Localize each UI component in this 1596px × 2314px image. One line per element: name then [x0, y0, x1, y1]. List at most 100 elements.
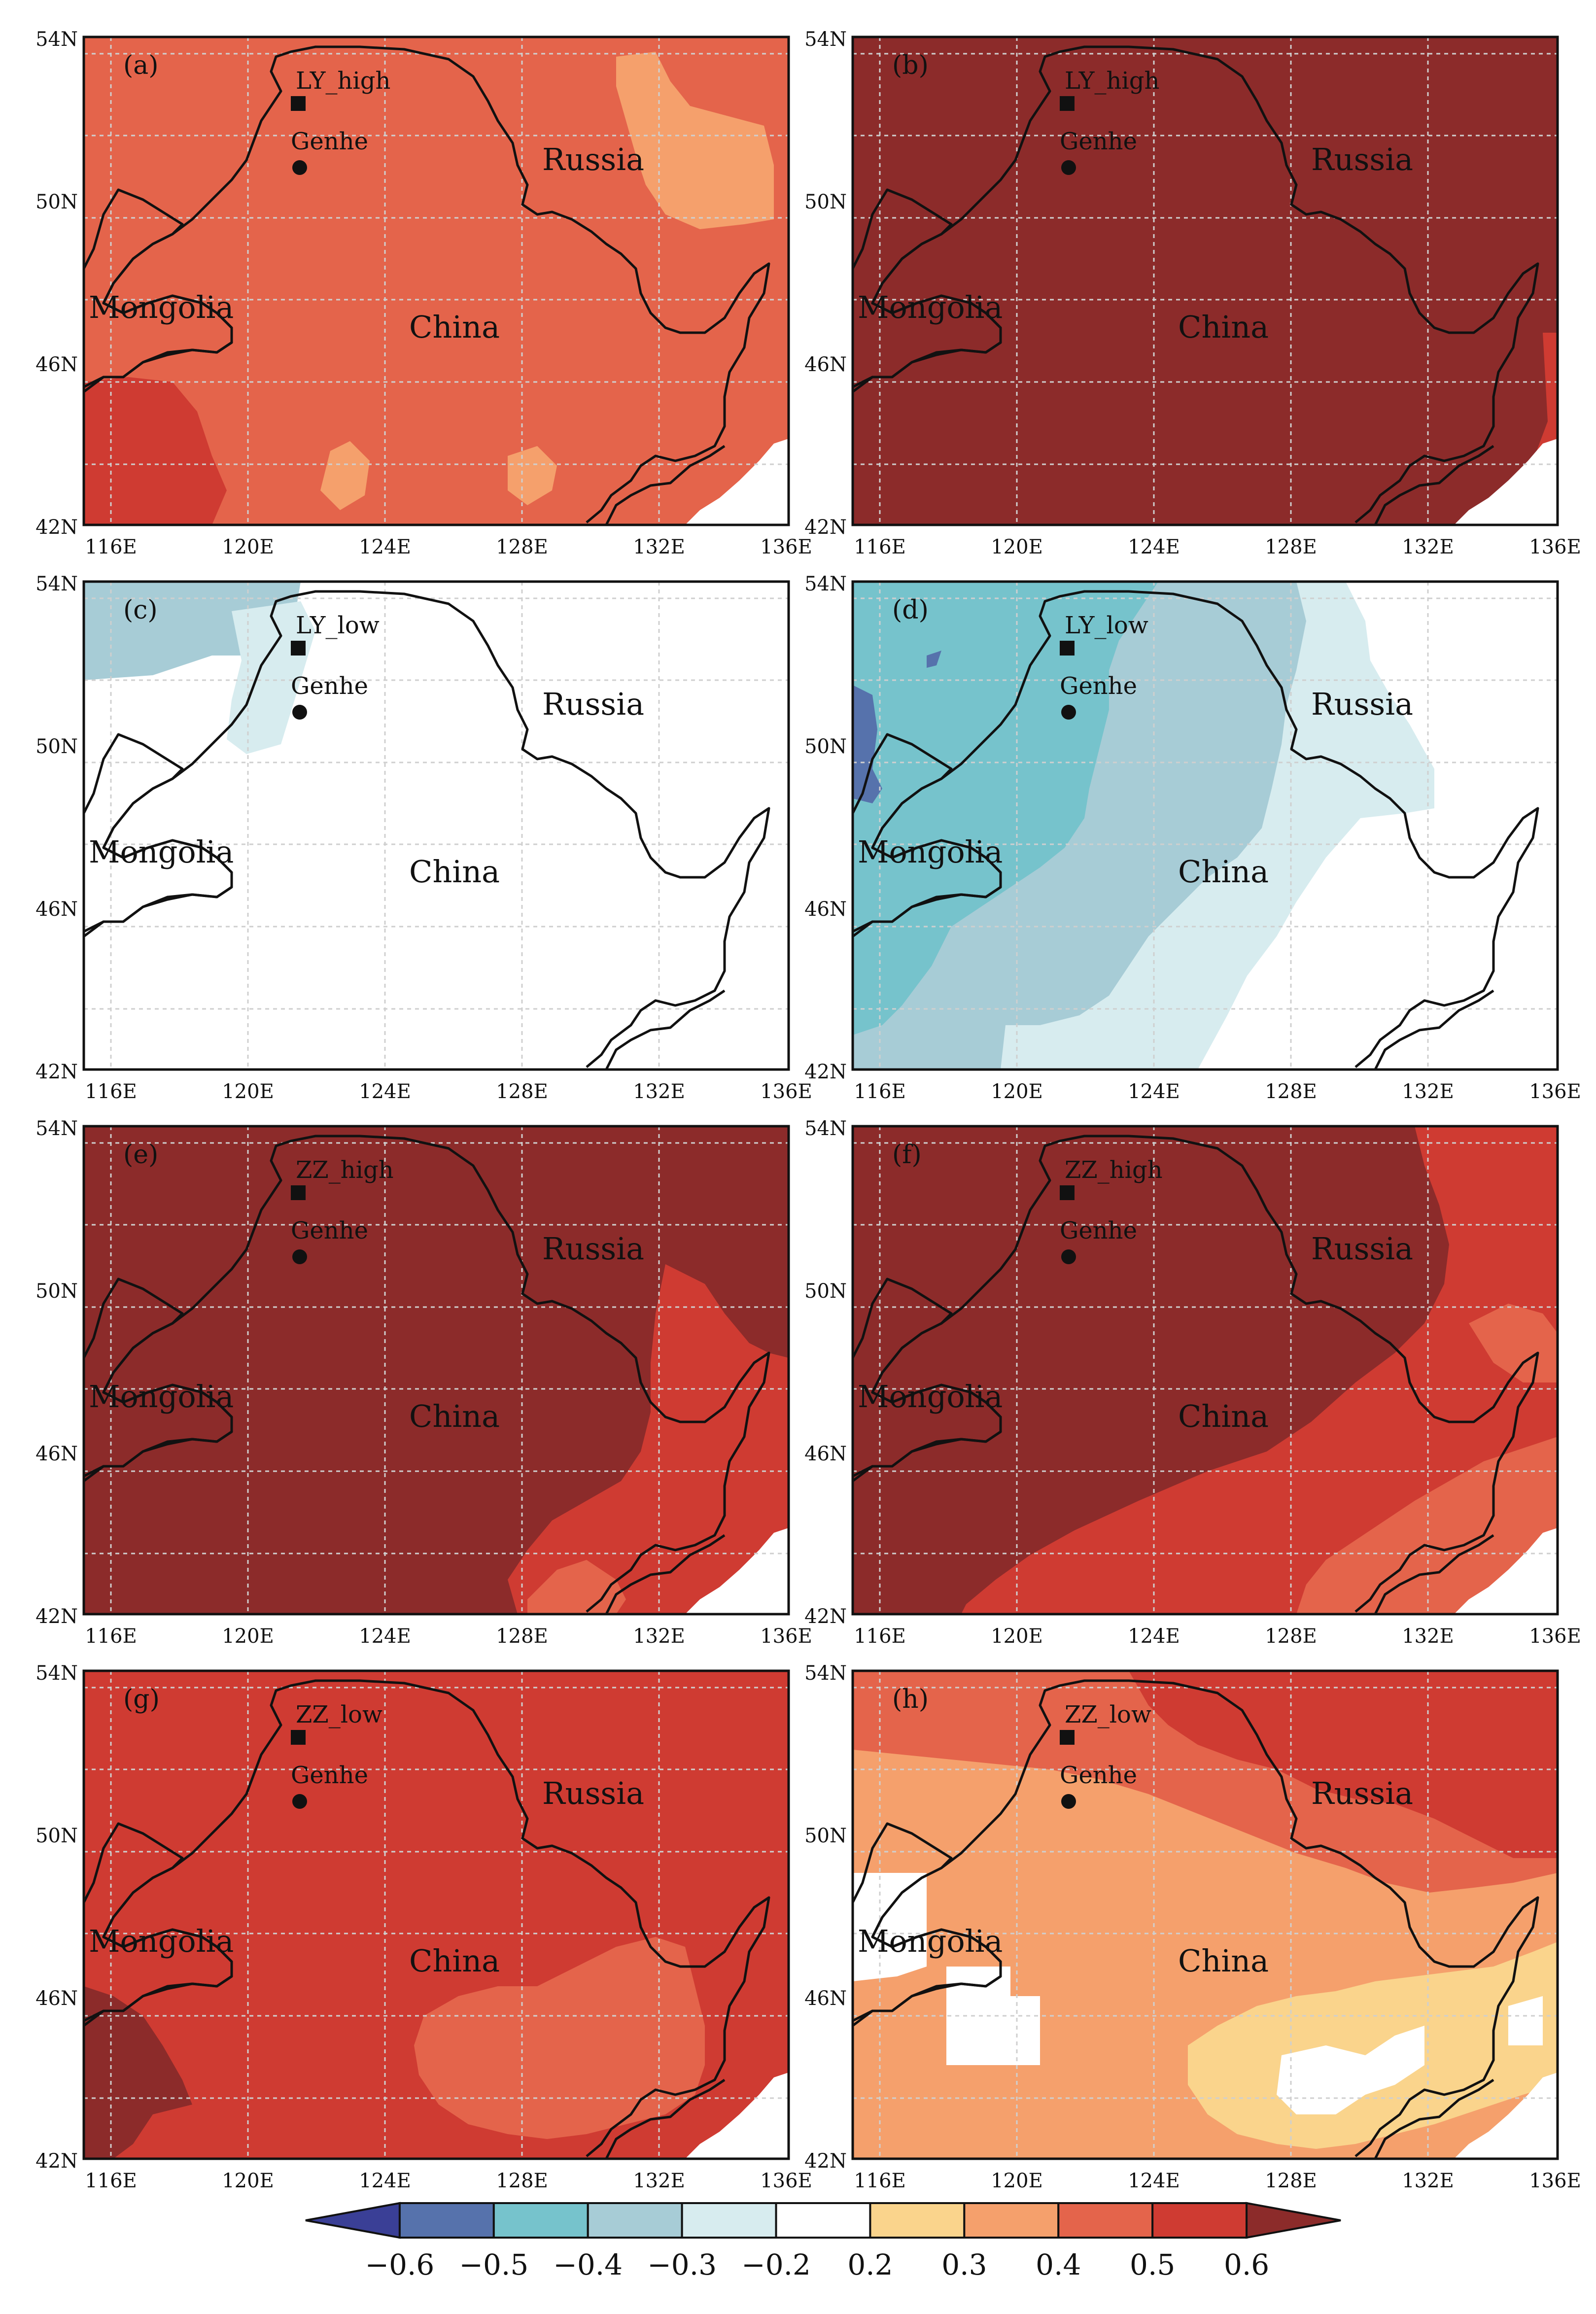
colorbar-swatch [305, 2202, 401, 2239]
longitude-tick-label: 132E [1402, 536, 1454, 558]
longitude-tick-label: 116E [854, 1080, 906, 1103]
latitude-tick-label: 46N [35, 1443, 78, 1465]
contour-region [227, 601, 315, 754]
colorbar-tick-label: 0.3 [941, 2248, 987, 2281]
china-label: China [1178, 309, 1269, 345]
latitude-tick-label: 46N [804, 1987, 847, 2010]
panel-background-fill [853, 37, 1558, 525]
latitude-tick-label: 54N [804, 28, 847, 51]
longitude-tick-label: 120E [991, 2170, 1043, 2192]
station-square-marker [291, 641, 306, 656]
latitude-tick-label: 50N [35, 1280, 78, 1303]
colorbar-tick-label: 0.6 [1224, 2248, 1269, 2281]
latitude-tick-label: 50N [804, 735, 847, 758]
longitude-tick-label: 128E [496, 1080, 548, 1103]
station-square-marker [291, 1185, 306, 1200]
genhe-label: Genhe [291, 1761, 368, 1789]
china-label: China [1178, 854, 1269, 890]
russia-label: Russia [542, 141, 644, 177]
longitude-tick-label: 116E [854, 2170, 906, 2192]
latitude-tick-label: 42N [35, 2150, 78, 2173]
panel-letter: (a) [123, 51, 159, 80]
longitude-tick-label: 136E [1529, 1080, 1581, 1103]
longitude-tick-label: 136E [760, 536, 812, 558]
genhe-label: Genhe [1060, 1761, 1137, 1789]
panel-letter: (f) [892, 1140, 922, 1170]
colorbar-tick-label: −0.2 [741, 2248, 811, 2281]
genhe-dot-marker [292, 160, 307, 175]
longitude-tick-label: 128E [496, 2170, 548, 2192]
station-square-marker [291, 1730, 306, 1745]
station-label: ZZ_low [1065, 1701, 1151, 1728]
longitude-tick-label: 124E [359, 1080, 411, 1103]
panel-frame [82, 35, 790, 526]
genhe-dot-marker [292, 705, 307, 720]
panel-frame [851, 35, 1559, 526]
latitude-tick-label: 54N [35, 1117, 78, 1140]
mongolia-label: Mongolia [858, 1923, 1003, 1959]
station-label: LY_high [296, 67, 390, 95]
map-panel-2: (b) LY_high Genhe Russia China Mongolia 54N 50N… [804, 28, 1581, 558]
station-label: LY_high [1065, 67, 1159, 95]
longitude-tick-label: 124E [359, 536, 411, 558]
latitude-tick-label: 42N [804, 1605, 847, 1628]
colorbar-swatch [398, 2202, 495, 2239]
contour-region [853, 1873, 1543, 2114]
genhe-label: Genhe [291, 128, 368, 155]
panel-frame [851, 580, 1559, 1071]
latitude-tick-label: 54N [804, 1117, 847, 1140]
longitude-tick-label: 128E [496, 1625, 548, 1648]
longitude-tick-label: 116E [85, 1625, 137, 1648]
map-panel-6: (f) ZZ_high Genhe Russia China Mongolia 54N 50N… [804, 1117, 1581, 1648]
genhe-dot-marker [1061, 1249, 1076, 1264]
contour-region [414, 1937, 705, 2139]
longitude-tick-label: 132E [1402, 1080, 1454, 1103]
genhe-dot-marker [292, 1249, 307, 1264]
map-panel-4: (d) LY_low Genhe Russia China Mongolia 54N 50N 4… [804, 573, 1581, 1103]
panel-letter: (b) [892, 51, 929, 80]
latitude-tick-label: 46N [35, 1987, 78, 2010]
station-square-marker [1060, 641, 1075, 656]
longitude-tick-label: 132E [1402, 2170, 1454, 2192]
longitude-tick-label: 136E [760, 1625, 812, 1648]
latitude-tick-label: 54N [804, 573, 847, 595]
longitude-tick-label: 124E [359, 2170, 411, 2192]
genhe-label: Genhe [291, 1217, 368, 1244]
colorbar-swatch [681, 2202, 777, 2239]
panels-layer: (a) LY_high Genhe Russia China Mongolia 54N 50N… [35, 28, 1581, 2192]
panel-letter: (g) [123, 1685, 160, 1714]
longitude-tick-label: 136E [760, 2170, 812, 2192]
longitude-tick-label: 132E [633, 536, 685, 558]
china-label: China [1178, 1398, 1269, 1434]
russia-label: Russia [542, 1231, 644, 1267]
longitude-tick-label: 124E [1128, 1625, 1180, 1648]
longitude-tick-label: 120E [991, 1625, 1043, 1648]
russia-label: Russia [1311, 141, 1413, 177]
panel-frame [82, 1125, 790, 1616]
longitude-tick-label: 128E [496, 536, 548, 558]
genhe-label: Genhe [1060, 1217, 1137, 1244]
panel-frame [82, 1669, 790, 2160]
colorbar-tick-label: −0.3 [647, 2248, 717, 2281]
latitude-tick-label: 46N [35, 353, 78, 376]
colorbar-tick-label: 0.5 [1130, 2248, 1175, 2281]
latitude-tick-label: 46N [804, 898, 847, 921]
mongolia-label: Mongolia [89, 1379, 234, 1415]
genhe-dot-marker [292, 1794, 307, 1809]
longitude-tick-label: 128E [1265, 2170, 1317, 2192]
latitude-tick-label: 50N [804, 1825, 847, 1847]
longitude-tick-label: 124E [359, 1625, 411, 1648]
contour-region [616, 52, 774, 229]
china-label: China [409, 1398, 500, 1434]
latitude-tick-label: 42N [35, 516, 78, 539]
latitude-tick-label: 46N [35, 898, 78, 921]
latitude-tick-label: 50N [35, 191, 78, 213]
colorbar-tick-label: −0.6 [365, 2248, 434, 2281]
colorbar-swatch [775, 2202, 871, 2239]
longitude-tick-label: 124E [1128, 1080, 1180, 1103]
colorbar-tick-label: 0.2 [847, 2248, 893, 2281]
colorbar: −0.6 −0.5 −0.4 −0.3 −0.2 0.2 0.3 0.4 0.5 0.6 [305, 2202, 1341, 2281]
longitude-tick-label: 132E [633, 1080, 685, 1103]
latitude-tick-label: 50N [35, 735, 78, 758]
longitude-tick-label: 116E [85, 1080, 137, 1103]
